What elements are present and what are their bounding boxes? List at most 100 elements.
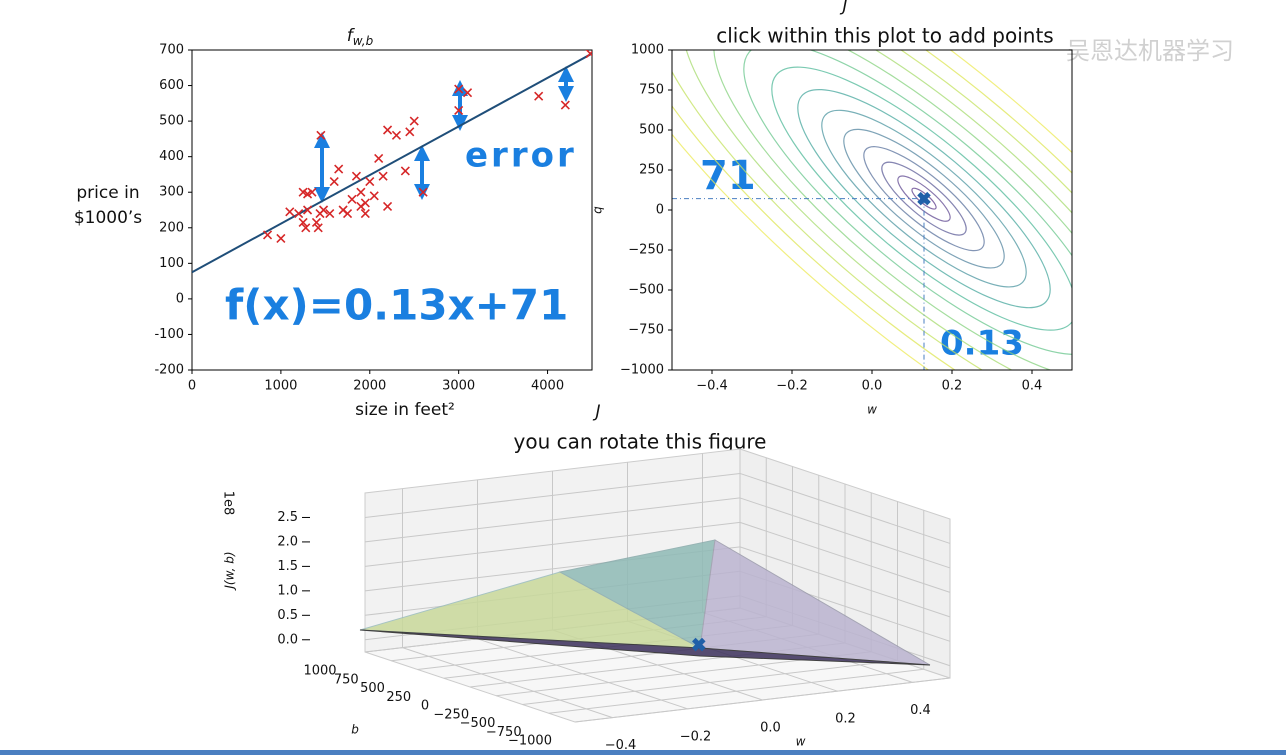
y-tick-label: 200 [159,220,184,235]
data-point [301,223,311,233]
grid-line [548,668,924,714]
y-tick-label: 0 [421,699,429,714]
surface [359,539,931,666]
data-point [325,208,335,219]
contour-line [897,175,951,222]
annotation: error [465,136,577,176]
data-point [369,191,379,201]
z-offset-label: 1e8 [221,491,236,516]
x-axis-label: w [796,735,806,749]
data-point [347,194,357,204]
contour-line [672,50,1072,370]
data-point [356,187,366,197]
grid-line [364,521,741,567]
chart-title: J [592,402,600,422]
data-point [360,208,370,219]
grid-line [522,660,898,705]
data-point [534,91,544,101]
data-point [316,130,326,140]
y-tick-label: 0 [176,291,184,306]
x-tick-label: 1000 [264,379,297,394]
contour-line [672,50,1072,370]
x-tick-label: 0.4 [1022,379,1043,394]
grid-line [739,546,951,618]
z-tick-label: 1.0 [277,583,298,598]
chart-subtitle: click within this plot to add points [716,24,1053,48]
x-tick-label: 2000 [353,379,386,394]
z-tick-label: 0.0 [277,632,298,647]
data-point [285,207,295,217]
annotation: 71 [700,153,756,199]
data-point [360,198,370,208]
surface-face [359,629,931,666]
data-point [262,230,273,240]
x-tick-label: −0.4 [696,379,728,394]
y-tick-label: −500 [460,716,496,731]
data-point [454,105,464,116]
data-point [365,176,375,187]
x-tick-label: −0.2 [776,379,808,394]
y-tick-label: −500 [628,283,664,298]
x-tick-label: 3000 [442,379,475,394]
data-point [418,187,428,197]
contour-line [863,146,985,252]
y-tick-label: 0 [656,203,664,218]
data-point [400,166,410,176]
data-point [318,205,329,215]
x-axis-label: size in feet² [355,400,455,420]
data-point [585,50,592,59]
y-tick-label: −750 [628,323,664,338]
data-point [342,208,353,219]
annotation: f(x)=0.13x+71 [225,281,568,330]
x-tick-label: 0.0 [862,379,883,394]
y-axis-label: $1000’s [74,208,142,228]
x-tick-label: 0.0 [760,721,781,736]
y-tick-label: -100 [154,327,184,342]
fit-line [192,52,592,274]
grid-line [574,677,951,723]
guide-line [672,198,925,370]
grid-line [739,497,951,569]
grid-line [739,472,951,544]
data-point [334,164,344,174]
data-point [405,127,415,137]
x-tick-label: −0.4 [605,738,637,753]
data-point [311,217,322,228]
z-tick-label: 1.5 [277,559,298,574]
title-main: f [347,26,356,46]
x-tick-label: 4000 [531,379,564,394]
contour-line [821,109,1027,288]
data-point [302,205,313,215]
y-tick-label: 750 [334,672,359,687]
x-tick-label: 0 [188,379,196,394]
x-tick-label: 0.2 [942,379,963,394]
y-tick-label: 100 [159,256,184,271]
data-point [462,88,473,98]
z-tick-label: 2.5 [277,510,298,525]
y-tick-label: 500 [639,123,664,138]
x-tick-label: 0.2 [835,712,856,727]
data-point [313,223,323,233]
y-tick-label: 250 [639,163,664,178]
watermark: 吴恩达机器学习 [1066,37,1234,65]
contour-line [843,128,1005,269]
data-point [374,153,384,164]
contour-line [713,50,1072,370]
y-tick-label: 500 [360,681,385,696]
x-tick-label: 0.4 [910,703,931,718]
y-tick-label: 400 [159,149,184,164]
data-point [454,84,464,94]
plot-content [192,50,592,274]
grid-line [739,521,951,593]
chart-subtitle: you can rotate this figure [514,430,767,454]
data-point [560,100,570,110]
data-point [382,201,393,212]
chart-title: fw,b [347,26,374,48]
data-point [276,233,286,244]
chart-title: J [839,0,847,16]
z-tick-label: 0.5 [277,608,298,623]
contour-line [681,50,1072,370]
y-tick-label: 300 [159,185,184,200]
y-tick-label: 750 [639,83,664,98]
